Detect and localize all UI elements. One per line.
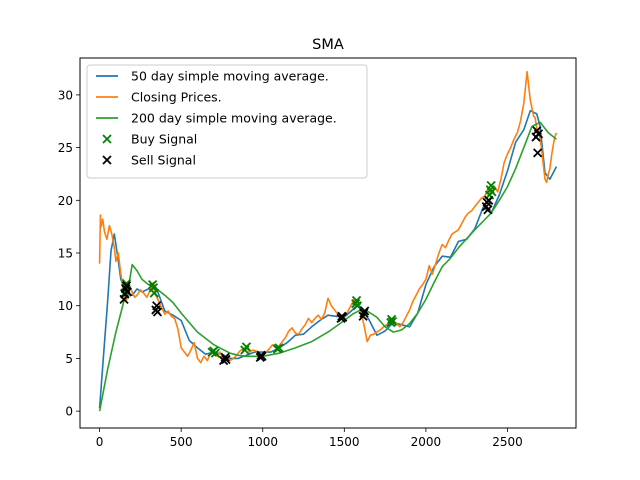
x-tick-label: 0 bbox=[96, 435, 104, 449]
buy-signal-marker bbox=[487, 187, 497, 197]
y-tick-label: 5 bbox=[65, 352, 73, 366]
legend-label: 200 day simple moving average. bbox=[131, 111, 337, 126]
sell-signal-marker bbox=[122, 287, 132, 297]
x-tick-label: 500 bbox=[170, 435, 193, 449]
legend-swatch bbox=[102, 155, 112, 165]
sell-signal-marker bbox=[338, 312, 348, 322]
legend-item-closing-prices: Closing Prices. bbox=[96, 90, 222, 105]
buy-signal-marker bbox=[210, 348, 221, 358]
plot-frame bbox=[79, 57, 577, 429]
sell-signal-marker bbox=[152, 307, 163, 317]
buy-signal-marker bbox=[241, 342, 252, 352]
y-tick-label: 30 bbox=[58, 88, 73, 102]
buy-signal-marker bbox=[387, 316, 398, 327]
legend: 50 day simple moving average. Closing Pri… bbox=[86, 64, 368, 179]
y-tick-label: 15 bbox=[58, 247, 73, 261]
buy-signal-marker bbox=[386, 314, 397, 325]
sell-signal-marker bbox=[360, 306, 370, 316]
legend-item-buy-signal: Buy Signal bbox=[102, 132, 197, 147]
sell-signal-marker bbox=[483, 205, 493, 215]
legend-label: Buy Signal bbox=[131, 132, 197, 147]
legend-box bbox=[86, 64, 368, 179]
legend-item-sell-signal: Sell Signal bbox=[102, 153, 196, 168]
buy-signal-marker bbox=[274, 343, 284, 353]
y-axis: 0 5 10 15 20 25 30 bbox=[58, 88, 80, 419]
legend-label: 50 day simple moving average. bbox=[131, 69, 329, 84]
sell-signal-marker bbox=[221, 354, 231, 365]
buy-signal-marker bbox=[149, 288, 159, 298]
legend-item-50-day-simple-moving-average: 50 day simple moving average. bbox=[96, 69, 329, 84]
y-tick-label: 0 bbox=[65, 405, 73, 419]
sell-signal-marker bbox=[533, 148, 543, 158]
sell-signal-marker bbox=[358, 311, 368, 321]
sell-signal-marker bbox=[484, 195, 494, 205]
buy-signal-marker bbox=[352, 301, 363, 311]
x-tick-label: 1500 bbox=[329, 435, 360, 449]
series-line-closing-prices bbox=[98, 70, 558, 364]
chart-title: SMA bbox=[312, 37, 344, 53]
y-tick-label: 20 bbox=[58, 194, 73, 208]
buy-signal-marker bbox=[147, 280, 158, 290]
y-tick-label: 10 bbox=[58, 299, 73, 313]
x-tick-label: 1000 bbox=[247, 435, 278, 449]
x-tick-label: 2000 bbox=[411, 435, 442, 449]
sell-signal-marker bbox=[220, 352, 230, 363]
legend-item-200-day-simple-moving-average: 200 day simple moving average. bbox=[96, 111, 337, 126]
x-axis: 0 500 1000 1500 2000 2500 bbox=[96, 428, 523, 449]
sell-signal-marker bbox=[359, 308, 369, 318]
marker-layer bbox=[119, 126, 544, 366]
legend-label: Sell Signal bbox=[131, 153, 196, 168]
y-tick-label: 25 bbox=[58, 141, 73, 155]
legend-swatch bbox=[102, 134, 112, 144]
x-tick-label: 2500 bbox=[492, 435, 523, 449]
sell-signal-marker bbox=[257, 351, 267, 361]
legend-label: Closing Prices. bbox=[131, 90, 222, 105]
sell-signal-marker bbox=[533, 129, 544, 139]
